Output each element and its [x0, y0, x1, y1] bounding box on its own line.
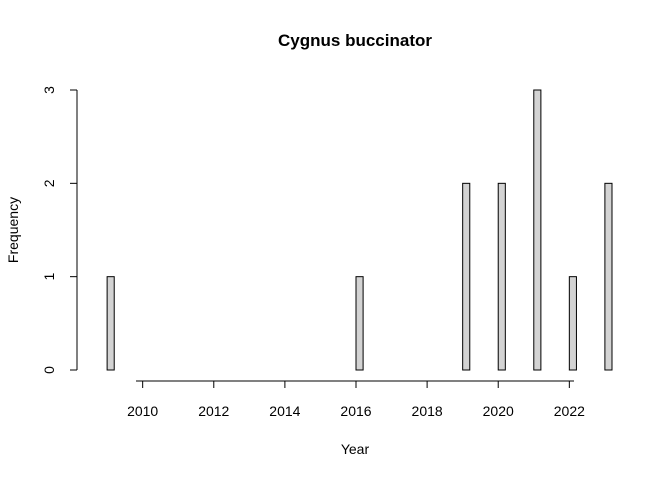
x-tick-label: 2020: [483, 403, 514, 419]
y-tick-label: 3: [41, 86, 57, 94]
x-tick-label: 2016: [340, 403, 371, 419]
chart-title: Cygnus buccinator: [278, 31, 432, 50]
histogram-bar: [355, 276, 364, 371]
x-tick-label: 2022: [554, 403, 585, 419]
histogram-bar: [533, 89, 542, 371]
bars-group: [106, 89, 613, 371]
y-tick-label: 0: [41, 366, 57, 374]
y-tick-label: 2: [41, 179, 57, 187]
y-axis-label: Frequency: [5, 197, 21, 263]
histogram-bar: [106, 276, 115, 371]
x-tick-label: 2012: [198, 403, 229, 419]
y-axis: 0 1 2 3: [41, 86, 78, 374]
histogram-bar: [568, 276, 577, 371]
x-axis-label: Year: [341, 441, 370, 457]
histogram-bar: [462, 182, 471, 371]
y-tick-label: 1: [41, 273, 57, 281]
x-tick-label: 2018: [412, 403, 443, 419]
x-axis: 2010 2012 2014 2016 2018 2020 2022: [127, 380, 585, 419]
histogram-bar: [497, 182, 506, 371]
x-tick-label: 2014: [269, 403, 300, 419]
histogram-bar: [604, 182, 613, 371]
x-tick-label: 2010: [127, 403, 158, 419]
